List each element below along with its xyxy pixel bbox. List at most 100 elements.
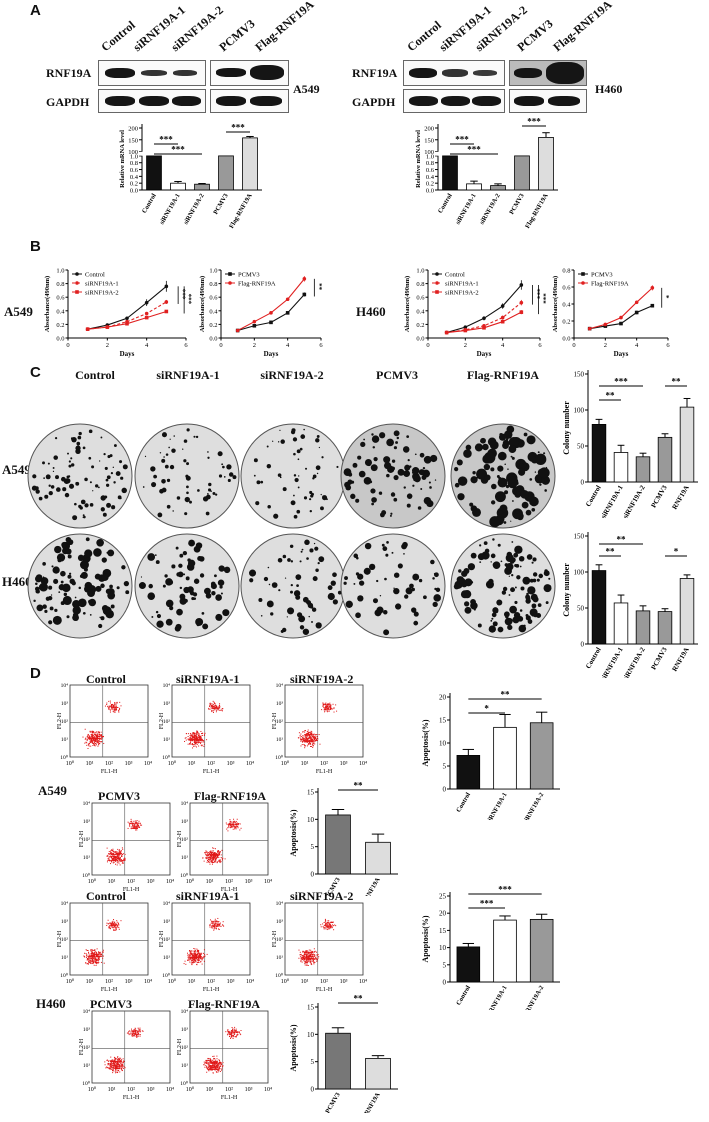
facs-event [187,743,189,745]
colony [255,501,260,506]
facs-event [97,962,99,964]
facs-event [218,921,220,923]
facs-event [211,921,213,923]
colony [313,542,316,545]
colony [287,607,295,615]
facs-event [117,1060,119,1062]
colony [54,545,62,554]
facs-event [113,923,115,925]
colony [165,578,173,586]
facs-event [187,738,189,740]
x-tick-label: 0 [426,342,429,349]
colony [165,599,174,608]
facs-event [91,952,93,954]
colony [404,464,411,471]
facs-event [315,956,317,958]
facs-event [313,736,315,738]
colony [311,621,313,623]
colony [197,555,203,562]
facs-event [311,745,313,747]
facs-event [97,960,99,962]
facs-event [235,1028,237,1030]
data-point [302,292,307,297]
facs-event [303,956,305,958]
facs-event [218,1063,220,1065]
facs-event [194,952,196,954]
facs-x-label: FL1-H [203,987,220,993]
colony [280,439,285,444]
facs-x-tick: 10⁴ [144,761,152,767]
facs-event [215,856,217,858]
facs-plot [171,902,251,976]
facs-event [198,736,200,738]
facs-event [127,1032,129,1034]
facs-event [111,1059,113,1061]
facs-event [205,1064,207,1066]
facs-event [128,1030,130,1032]
facs-event [240,1034,242,1036]
facs-event [326,707,328,709]
facs-event [212,854,214,856]
facs-event [87,744,89,746]
facs-event [189,961,191,963]
facs-event [312,734,314,736]
facs-event [218,923,220,925]
colony [477,623,482,628]
facs-event [213,1058,215,1060]
facs-event [133,823,135,825]
facs-event [305,957,307,959]
facs-event [326,929,328,931]
facs-event [306,961,308,963]
colony [511,541,514,543]
facs-event [114,1060,116,1062]
facs-event [139,1034,141,1036]
colony [186,428,190,432]
facs-event [93,736,95,738]
facs-event [189,957,191,959]
colony [103,452,106,456]
facs-event [230,823,232,825]
facs-event [104,1061,106,1063]
facs-event [309,961,311,963]
colony [523,624,526,627]
significance-stars: *** [231,123,245,133]
facs-event [120,1060,122,1062]
facs-event [199,736,201,738]
facs-event [112,707,114,709]
facs-event [104,1064,106,1066]
facs-event [92,955,94,957]
facs-event [217,921,219,923]
y-tick-label: 0.0 [56,336,64,343]
colony [507,432,511,436]
y-tick-label: 5 [311,843,315,851]
facs-event [98,951,100,953]
facs-event [206,857,208,859]
facs-event [309,731,311,733]
facs-event [236,1031,238,1033]
facs-event [217,1068,219,1070]
y-tick-label: 200 [128,126,138,133]
facs-event [216,861,218,863]
facs-event [94,738,96,740]
facs-event [300,738,302,740]
facs-event [313,951,315,953]
category-label: siRNF19A-2 [479,193,502,226]
facs-event [235,828,237,830]
facs-plot [171,684,251,758]
facs-y-tick: 10¹ [181,1063,189,1069]
facs-event [93,961,95,963]
facs-event [88,743,90,745]
facs-event [218,857,220,859]
colony [67,452,69,455]
facs-event [195,735,197,737]
colony [195,435,199,439]
facs-y-label: FL2-H [177,1038,183,1055]
colony [159,452,162,454]
facs-event [202,857,204,859]
facs-x-tick: 10³ [227,979,235,985]
facs-event [323,703,325,705]
facs-event [304,747,306,749]
facs-event [133,1033,135,1035]
colony [109,584,113,589]
facs-event [211,861,213,863]
